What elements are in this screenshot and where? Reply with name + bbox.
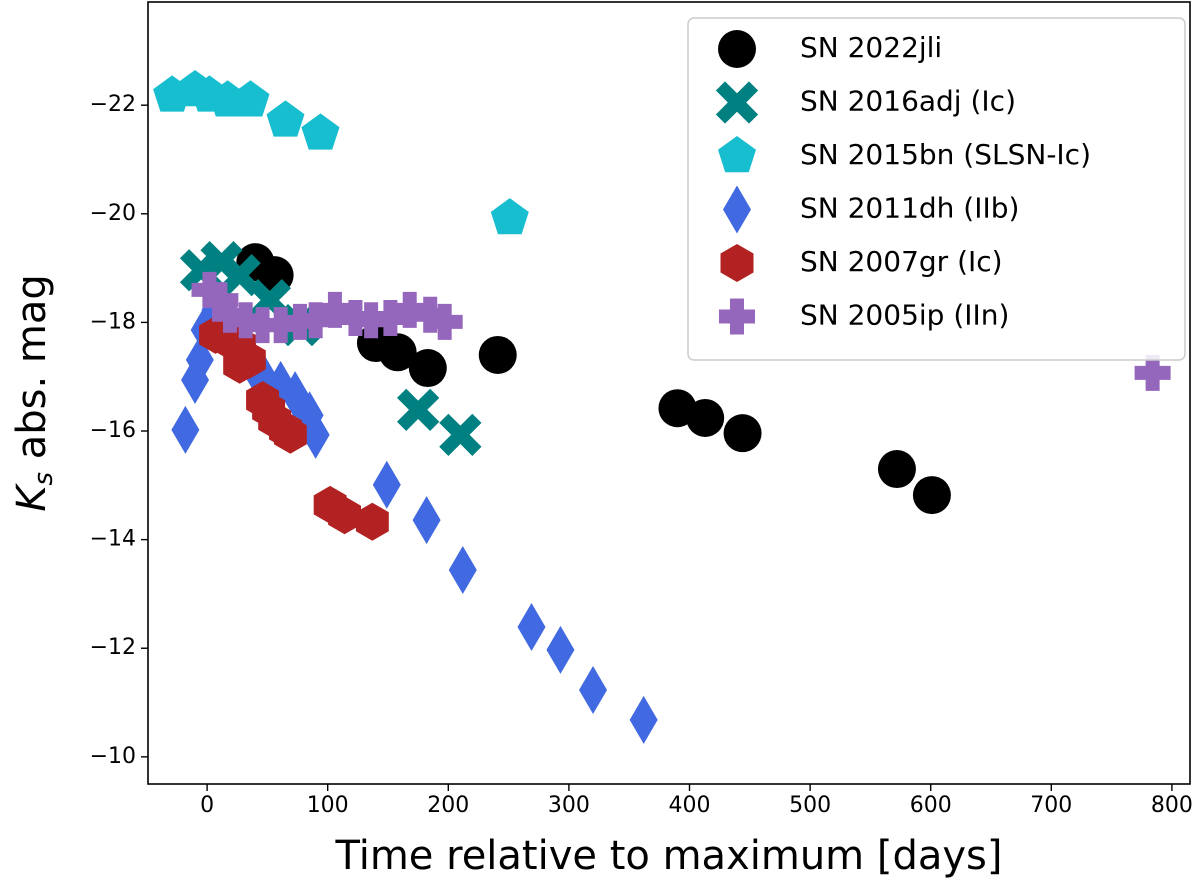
marker-plus: [262, 307, 299, 344]
marker-pentagon: [718, 136, 756, 173]
marker-circle: [723, 414, 762, 453]
x-tick-label: 200: [427, 793, 469, 818]
y-tick-label: −16: [90, 418, 136, 443]
legend-box: [687, 17, 1186, 361]
legend-label: SN 2011dh (IIb): [800, 192, 1019, 225]
y-label-subscript: s: [29, 472, 59, 486]
marker-plus: [391, 291, 428, 328]
x-tick-label: 700: [1030, 793, 1072, 818]
marker-circle: [718, 30, 756, 68]
x-tick-label: 800: [1151, 793, 1193, 818]
y-tick-label: −10: [90, 744, 136, 769]
marker-hexagon: [720, 244, 754, 282]
marker-diamond: [412, 496, 441, 545]
marker-hexagon: [232, 340, 266, 379]
x-tick-label: 300: [548, 793, 590, 818]
marker-plus: [1134, 354, 1171, 391]
marker-x: [397, 388, 440, 431]
legend-label: SN 2007gr (Ic): [800, 245, 1003, 278]
marker-diamond: [301, 410, 330, 459]
marker-plus: [719, 298, 755, 335]
axes-frame: [147, 1, 1191, 785]
y-tick-label: −14: [90, 527, 136, 552]
marker-plus: [372, 300, 409, 337]
marker-diamond: [723, 185, 751, 234]
marker-plus: [316, 291, 353, 328]
marker-plus: [191, 271, 228, 308]
marker-circle: [912, 476, 951, 515]
marker-diamond: [629, 695, 658, 744]
marker-circle: [686, 398, 725, 437]
marker-pentagon: [231, 80, 270, 117]
y-label-symbol: K: [9, 483, 55, 512]
y-tick-label: −18: [90, 309, 136, 334]
marker-circle: [408, 349, 447, 388]
legend-label: SN 2015bn (SLSN-Ic): [800, 138, 1091, 171]
y-label-rest: abs. mag: [9, 274, 55, 472]
legend-label: SN 2005ip (IIn): [800, 299, 1009, 332]
marker-diamond: [546, 625, 575, 674]
marker-x: [439, 413, 482, 456]
marker-plus: [412, 296, 449, 333]
marker-diamond: [517, 603, 546, 652]
marker-plus: [202, 282, 239, 319]
marker-circle: [478, 335, 517, 374]
marker-diamond: [579, 666, 608, 715]
y-axis-label: Ks abs. mag: [9, 274, 59, 512]
y-tick-label: −22: [90, 92, 136, 117]
marker-x: [715, 81, 759, 124]
x-tick-label: 500: [789, 793, 831, 818]
marker-plus: [244, 307, 281, 344]
marker-pentagon: [490, 198, 529, 235]
marker-x: [218, 254, 261, 297]
x-tick-label: 0: [200, 793, 214, 818]
marker-diamond: [372, 460, 401, 509]
plot-area: [153, 70, 1171, 744]
marker-hexagon: [328, 496, 361, 535]
marker-circle: [378, 333, 417, 372]
marker-plus: [297, 302, 334, 339]
marker-hexagon: [273, 415, 307, 454]
legend-label: SN 2016adj (Ic): [800, 85, 1016, 118]
y-tick-label: −12: [90, 635, 136, 660]
marker-diamond: [448, 546, 477, 595]
marker-diamond: [171, 405, 200, 454]
legend-label: SN 2022jli: [800, 31, 942, 64]
marker-circle: [877, 450, 916, 489]
marker-pentagon: [266, 100, 305, 137]
marker-pentagon: [301, 113, 340, 150]
marker-plus: [426, 303, 463, 340]
x-tick-label: 100: [307, 793, 349, 818]
x-axis-label: Time relative to maximum [days]: [335, 833, 1003, 879]
x-tick-label: 600: [910, 793, 952, 818]
y-tick-label: −20: [90, 201, 136, 226]
marker-plus: [353, 302, 390, 339]
marker-hexagon: [355, 502, 389, 541]
x-tick-label: 400: [669, 793, 711, 818]
